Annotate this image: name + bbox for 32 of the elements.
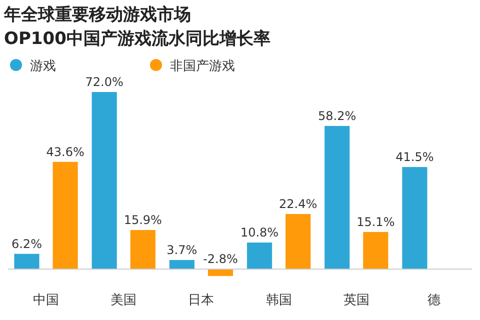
bar — [363, 232, 388, 270]
legend-label: 非国产游戏 — [170, 59, 235, 74]
data-label: 72.0% — [85, 75, 124, 89]
bar — [14, 254, 40, 270]
data-label: 3.7% — [166, 243, 198, 258]
bar — [130, 230, 156, 270]
x-tick-label: 德 — [427, 293, 440, 308]
x-tick-label: 韩国 — [266, 293, 292, 308]
bar — [52, 162, 78, 270]
bar — [402, 167, 428, 270]
x-tick-label: 英国 — [343, 293, 370, 308]
chart-subtitle: OP100中国产游戏流水同比增长率 — [4, 29, 270, 49]
data-label: 22.4% — [279, 197, 318, 212]
x-tick-label: 日本 — [188, 293, 214, 308]
bar — [324, 126, 350, 270]
bar — [92, 92, 117, 270]
bar — [169, 260, 194, 270]
x-tick-label: 美国 — [110, 292, 137, 308]
data-label: 15.1% — [356, 214, 395, 229]
bar — [246, 242, 272, 270]
bar — [208, 269, 234, 276]
data-label: 58.2% — [318, 108, 356, 123]
data-label: -2.8% — [203, 252, 238, 266]
bar — [286, 214, 311, 270]
x-tick-label: 中国 — [33, 293, 60, 308]
data-label: 43.6% — [46, 144, 84, 159]
data-label: 15.9% — [124, 213, 162, 227]
data-label: 10.8% — [240, 226, 279, 240]
legend-label: 游戏 — [30, 59, 56, 74]
data-label: 6.2% — [11, 236, 42, 251]
data-label: 41.5% — [396, 150, 434, 164]
chart-title: 年全球重要移动游戏市场 — [3, 5, 191, 25]
